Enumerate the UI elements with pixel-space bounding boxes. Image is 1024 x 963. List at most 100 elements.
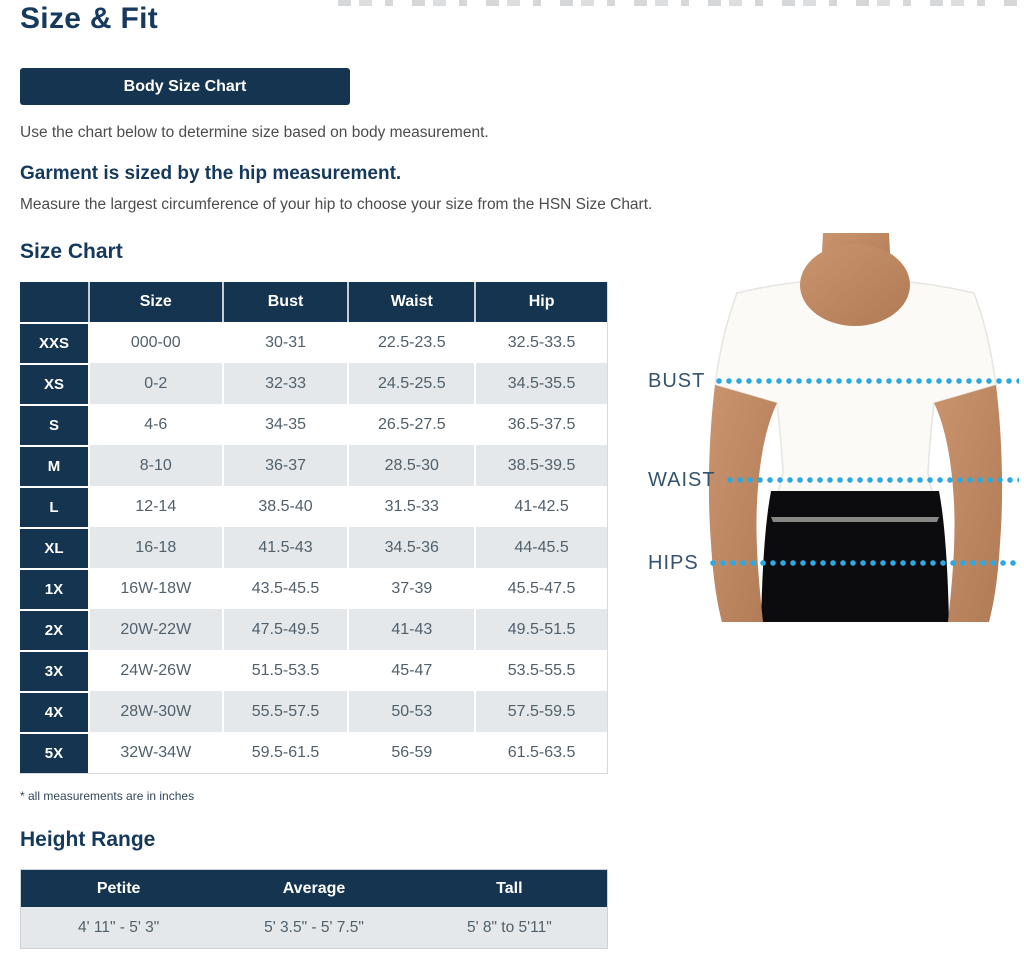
height-range-heading: Height Range: [20, 828, 156, 851]
size-table-row: XS 0-2 32-33 24.5-25.5 34.5-35.5: [20, 363, 607, 404]
size-table-row: 1X 16W-18W 43.5-45.5 37-39 45.5-47.5: [20, 568, 607, 609]
height-value-average: 5' 3.5" - 5' 7.5": [216, 907, 412, 948]
measurements-footnote: * all measurements are in inches: [20, 789, 195, 803]
size-cell-waist: 45-47: [347, 650, 475, 691]
size-row-label: 5X: [20, 732, 88, 773]
size-cell-hip: 38.5-39.5: [474, 445, 607, 486]
size-cell-waist: 34.5-36: [347, 527, 475, 568]
size-cell-size: 24W-26W: [87, 650, 222, 691]
hips-label: HIPS: [648, 551, 699, 574]
size-header-bust: Bust: [221, 282, 348, 322]
size-cell-size: 0-2: [87, 363, 222, 404]
size-table-row: XXS 000-00 30-31 22.5-23.5 32.5-33.5: [20, 322, 607, 363]
size-header-size: Size: [87, 282, 222, 322]
size-row-label: XL: [20, 527, 88, 568]
height-table-value-row: 4' 11" - 5' 3" 5' 3.5" - 5' 7.5" 5' 8" t…: [21, 907, 607, 948]
waist-dotted-line: [724, 476, 1019, 484]
size-cell-size: 32W-34W: [87, 732, 222, 773]
height-header-tall: Tall: [411, 870, 607, 907]
intro-text: Use the chart below to determine size ba…: [20, 124, 489, 141]
size-cell-size: 16-18: [87, 527, 222, 568]
size-header-empty: [20, 282, 88, 322]
size-table-row: 3X 24W-26W 51.5-53.5 45-47 53.5-55.5: [20, 650, 607, 691]
height-range-table: Petite Average Tall 4' 11" - 5' 3" 5' 3.…: [20, 869, 608, 949]
size-row-label: M: [20, 445, 88, 486]
size-cell-bust: 32-33: [221, 363, 348, 404]
hips-dotted-line: [707, 559, 1019, 567]
pants-shape: [761, 491, 949, 622]
size-cell-size: 20W-22W: [87, 609, 222, 650]
size-cell-waist: 24.5-25.5: [347, 363, 475, 404]
garment-sizing-heading: Garment is sized by the hip measurement.: [20, 163, 402, 184]
size-cell-size: 16W-18W: [87, 568, 222, 609]
size-cell-hip: 41-42.5: [474, 486, 607, 527]
bust-dotted-line: [714, 377, 1019, 385]
size-cell-size: 000-00: [87, 322, 222, 363]
size-cell-waist: 56-59: [347, 732, 475, 773]
bust-measure-row: BUST: [648, 368, 1019, 394]
size-cell-waist: 22.5-23.5: [347, 322, 475, 363]
size-row-label: XS: [20, 363, 88, 404]
page-title: Size & Fit: [20, 2, 159, 35]
size-cell-hip: 53.5-55.5: [474, 650, 607, 691]
waist-label: WAIST: [648, 468, 716, 491]
cropped-text-artifact: [338, 0, 1024, 6]
size-header-waist: Waist: [347, 282, 475, 322]
size-row-label: XXS: [20, 322, 88, 363]
size-table-body: XXS 000-00 30-31 22.5-23.5 32.5-33.5 XS 0-2 32-…: [20, 322, 607, 773]
height-header-petite: Petite: [21, 870, 217, 907]
size-cell-bust: 43.5-45.5: [221, 568, 348, 609]
size-cell-size: 4-6: [87, 404, 222, 445]
size-cell-size: 8-10: [87, 445, 222, 486]
height-value-tall: 5' 8" to 5'11": [411, 907, 607, 948]
size-cell-size: 12-14: [87, 486, 222, 527]
scoop-neckline: [800, 244, 910, 326]
height-table-header-row: Petite Average Tall: [21, 870, 607, 907]
size-cell-bust: 55.5-57.5: [221, 691, 348, 732]
size-cell-waist: 37-39: [347, 568, 475, 609]
size-chart-heading: Size Chart: [20, 240, 123, 263]
size-table-row: L 12-14 38.5-40 31.5-33 41-42.5: [20, 486, 607, 527]
size-cell-hip: 45.5-47.5: [474, 568, 607, 609]
size-row-label: 4X: [20, 691, 88, 732]
size-cell-bust: 47.5-49.5: [221, 609, 348, 650]
size-cell-bust: 41.5-43: [221, 527, 348, 568]
size-cell-bust: 36-37: [221, 445, 348, 486]
size-table-row: 5X 32W-34W 59.5-61.5 56-59 61.5-63.5: [20, 732, 607, 773]
size-row-label: 1X: [20, 568, 88, 609]
size-cell-bust: 34-35: [221, 404, 348, 445]
size-table-row: 4X 28W-30W 55.5-57.5 50-53 57.5-59.5: [20, 691, 607, 732]
size-cell-waist: 28.5-30: [347, 445, 475, 486]
size-cell-hip: 32.5-33.5: [474, 322, 607, 363]
garment-sizing-instructions: Measure the largest circumference of you…: [20, 196, 653, 213]
size-table-row: 2X 20W-22W 47.5-49.5 41-43 49.5-51.5: [20, 609, 607, 650]
size-cell-waist: 31.5-33: [347, 486, 475, 527]
size-cell-size: 28W-30W: [87, 691, 222, 732]
size-row-label: S: [20, 404, 88, 445]
size-cell-hip: 49.5-51.5: [474, 609, 607, 650]
size-table-row: M 8-10 36-37 28.5-30 38.5-39.5: [20, 445, 607, 486]
size-cell-hip: 61.5-63.5: [474, 732, 607, 773]
size-cell-hip: 36.5-37.5: [474, 404, 607, 445]
size-row-label: L: [20, 486, 88, 527]
body-size-chart-button[interactable]: Body Size Chart: [20, 68, 350, 105]
size-cell-bust: 59.5-61.5: [221, 732, 348, 773]
size-row-label: 2X: [20, 609, 88, 650]
size-cell-hip: 34.5-35.5: [474, 363, 607, 404]
size-cell-waist: 50-53: [347, 691, 475, 732]
size-cell-waist: 41-43: [347, 609, 475, 650]
size-chart-table: Size Bust Waist Hip XXS 000-00 30-31 22.5-2…: [20, 282, 608, 774]
size-table-row: XL 16-18 41.5-43 34.5-36 44-45.5: [20, 527, 607, 568]
size-cell-hip: 44-45.5: [474, 527, 607, 568]
size-cell-waist: 26.5-27.5: [347, 404, 475, 445]
size-row-label: 3X: [20, 650, 88, 691]
size-header-hip: Hip: [474, 282, 607, 322]
size-cell-bust: 38.5-40: [221, 486, 348, 527]
waist-measure-row: WAIST: [648, 467, 1019, 493]
size-cell-bust: 51.5-53.5: [221, 650, 348, 691]
size-cell-bust: 30-31: [221, 322, 348, 363]
height-header-average: Average: [216, 870, 412, 907]
hem-shadow: [771, 517, 939, 522]
size-cell-hip: 57.5-59.5: [474, 691, 607, 732]
